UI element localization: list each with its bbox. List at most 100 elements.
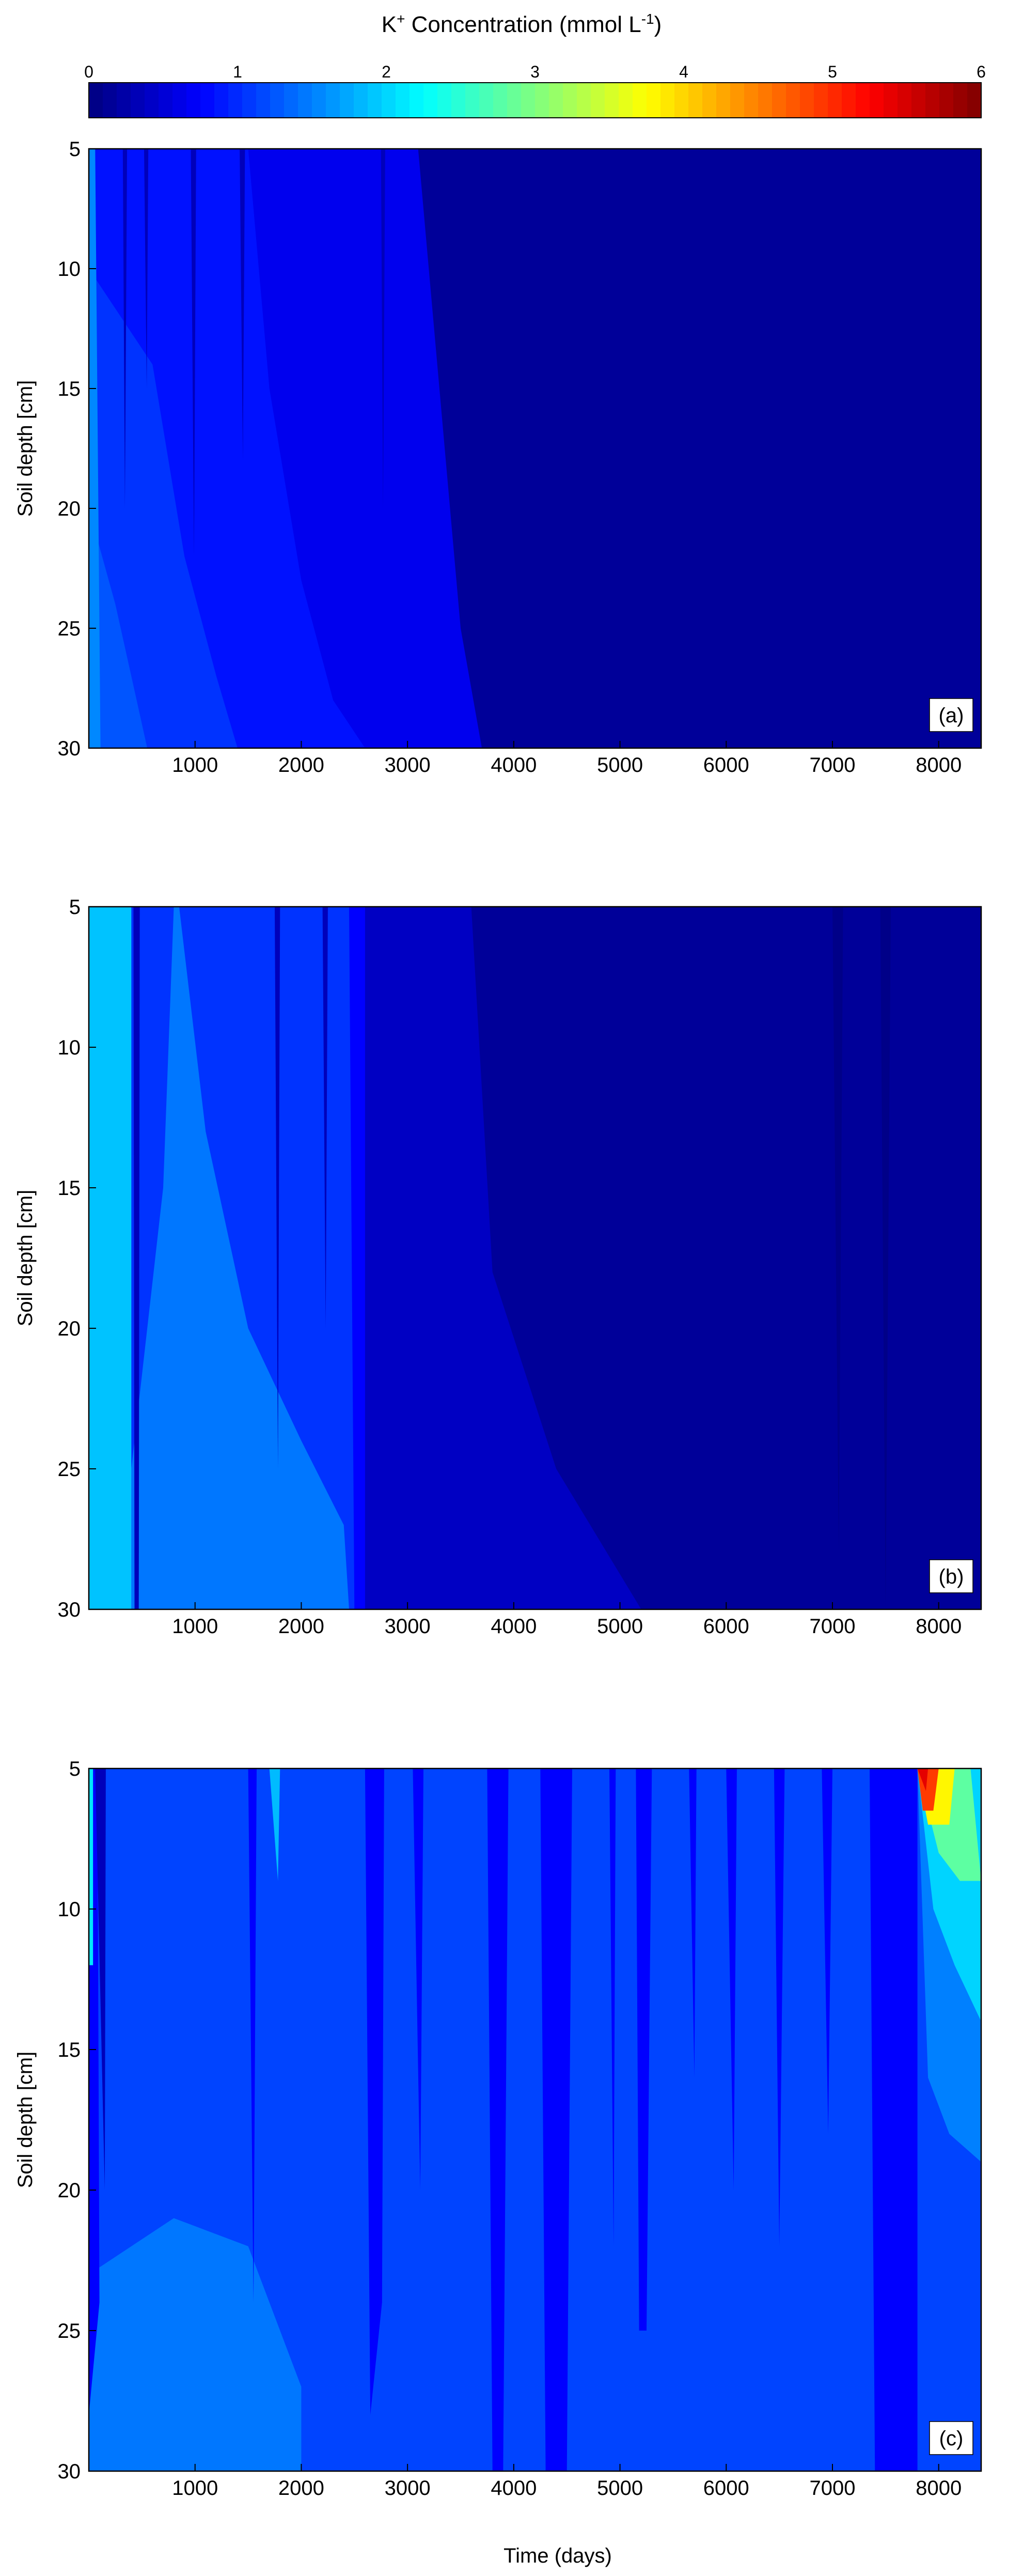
y-axis-label: Soil depth [cm] — [14, 380, 37, 517]
colorbar-swatch — [145, 83, 159, 118]
colorbar-swatch — [451, 83, 466, 118]
colorbar-swatch — [967, 83, 982, 118]
colorbar-swatch — [758, 83, 773, 118]
colorbar-ticks: 0 1 2 3 4 5 6 — [84, 63, 986, 87]
colorbar-swatch — [382, 83, 396, 118]
colorbar-swatch — [939, 83, 954, 118]
colorbar-swatch — [507, 83, 522, 118]
colorbar-swatch — [633, 83, 647, 118]
colorbar-swatch — [549, 83, 563, 118]
colorbar-swatch — [159, 83, 173, 118]
colorbar-swatch — [563, 83, 577, 118]
x-tick-label: 3000 — [385, 1615, 431, 1638]
colorbar-swatch — [103, 83, 117, 118]
contour-region — [95, 1768, 106, 2190]
colorbar-swatch — [214, 83, 229, 118]
x-tick-label: 5000 — [597, 754, 643, 777]
contour-region — [122, 149, 128, 508]
x-tick-label: 5000 — [597, 1615, 643, 1638]
contour-region — [365, 1768, 384, 2415]
x-tick-label: 1000 — [172, 2477, 218, 2500]
colorbar-swatch — [925, 83, 940, 118]
colorbar-swatch — [772, 83, 786, 118]
colorbar-swatch — [256, 83, 271, 118]
colorbar-swatch — [354, 83, 368, 118]
contour-region — [471, 907, 981, 1609]
colorbar-swatch — [647, 83, 661, 118]
x-tick-label: 4000 — [491, 1615, 537, 1638]
colorbar-swatch — [340, 83, 354, 118]
contour-region — [832, 907, 843, 1554]
panel-2: 1000 2000 3000 4000 5000 6000 7000 8000 5 10 15 20 2… — [14, 896, 982, 1638]
colorbar-swatch — [368, 83, 382, 118]
contour-region — [240, 149, 245, 461]
panel-label-box — [929, 698, 973, 732]
x-tick-label: 7000 — [810, 2477, 856, 2500]
colorbar: K+ Concentration (mmol L-1) 0 1 2 3 4 5 6 — [84, 11, 986, 118]
colorbar-tick-label: 0 — [84, 63, 93, 81]
colorbar-swatch — [884, 83, 898, 118]
contour-region — [248, 1768, 257, 2303]
x-tick-label: 7000 — [810, 1615, 856, 1638]
y-tick-label: 10 — [58, 1898, 81, 1921]
x-tick-label: 6000 — [703, 754, 749, 777]
y-tick-label: 30 — [58, 737, 81, 760]
y-tick-label: 30 — [58, 2460, 81, 2483]
contour-region — [774, 1768, 785, 2246]
x-tick-label: 4000 — [491, 2477, 537, 2500]
contour-region — [636, 1768, 652, 2331]
contour-region — [689, 1768, 697, 2078]
colorbar-swatch — [800, 83, 814, 118]
x-tick-label: 6000 — [703, 1615, 749, 1638]
panel-label-box — [929, 1559, 973, 1593]
colorbar-tick-label: 5 — [828, 63, 837, 81]
y-tick-label: 20 — [58, 1317, 81, 1340]
y-axis-label: Soil depth [cm] — [14, 1190, 37, 1327]
x-tick-label: 8000 — [916, 754, 962, 777]
colorbar-swatch — [953, 83, 968, 118]
contour-region — [89, 1768, 93, 1965]
x-tick-label: 3000 — [385, 754, 431, 777]
colorbar-swatch — [284, 83, 298, 118]
y-tick-label: 20 — [58, 2179, 81, 2202]
colorbar-swatch — [465, 83, 480, 118]
colorbar-swatch — [898, 83, 912, 118]
colorbar-swatch — [828, 83, 842, 118]
contour-region — [822, 1768, 832, 2134]
contour-region — [917, 1768, 928, 1791]
colorbar-swatch — [911, 83, 926, 118]
x-tick-label: 3000 — [385, 2477, 431, 2500]
panel-3: 1000 2000 3000 4000 5000 6000 7000 8000 5 10 15 20 2… — [14, 1758, 982, 2500]
colorbar-swatch — [870, 83, 884, 118]
panel-label: (a) — [939, 704, 964, 727]
colorbar-swatch — [842, 83, 856, 118]
contour-region — [275, 907, 280, 1469]
colorbar-frame — [88, 82, 982, 118]
colorbar-swatch — [744, 83, 759, 118]
colorbar-swatch — [786, 83, 800, 118]
plot-frame — [88, 906, 982, 1610]
colorbar-swatch — [605, 83, 619, 118]
colorbar-swatch — [856, 83, 870, 118]
colorbar-swatch — [577, 83, 591, 118]
colorbar-swatch — [814, 83, 828, 118]
x-tick-label: 8000 — [916, 2477, 962, 2500]
colorbar-strip — [88, 82, 982, 118]
colorbar-tick-label: 1 — [233, 63, 242, 81]
colorbar-swatch — [270, 83, 285, 118]
y-tick-label: 25 — [58, 1458, 81, 1481]
y-tick-label: 5 — [69, 1758, 81, 1780]
x-tick-label: 2000 — [278, 754, 324, 777]
colorbar-swatch — [716, 83, 731, 118]
colorbar-swatch — [619, 83, 633, 118]
colorbar-swatch — [89, 83, 103, 118]
contour-region — [870, 1768, 918, 2471]
y-tick-label: 5 — [69, 896, 81, 919]
y-tick-label: 25 — [58, 617, 81, 640]
y-tick-label: 15 — [58, 1177, 81, 1200]
colorbar-swatch — [688, 83, 703, 118]
panel-label: (b) — [939, 1565, 964, 1588]
colorbar-swatch — [702, 83, 717, 118]
contour-region — [269, 1768, 280, 1881]
